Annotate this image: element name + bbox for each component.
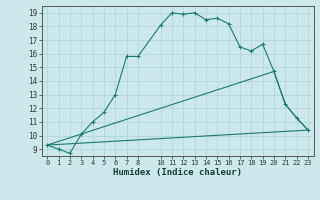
- X-axis label: Humidex (Indice chaleur): Humidex (Indice chaleur): [113, 168, 242, 177]
